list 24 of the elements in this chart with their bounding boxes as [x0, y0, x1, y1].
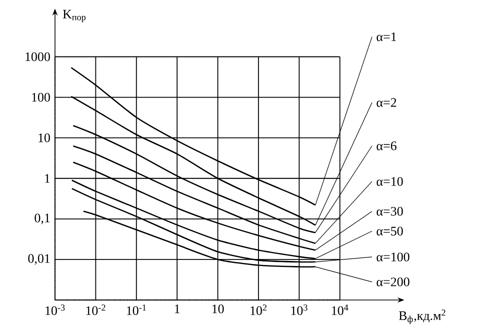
y-tick-label: 0,01	[28, 254, 50, 265]
y-tick-label: 0,1	[34, 214, 50, 224]
x-tick-label: 10	[212, 304, 224, 314]
legend-label: α=200	[376, 278, 410, 286]
text: α=1	[376, 32, 396, 42]
legend-label: α=100	[376, 252, 410, 262]
x-axis-title: B$_{ф}$,кд.м$^{2}$	[398, 310, 446, 324]
text: α=2	[376, 98, 396, 107]
y-tick-label: 10	[38, 133, 50, 142]
y-axis-title: K$_{пор}$	[62, 10, 86, 22]
y-tick-label: 100	[32, 92, 50, 102]
x-tick-label: 1	[174, 304, 180, 314]
x-tick-label: 10$^{-1}$	[127, 304, 146, 316]
text: α=6	[376, 142, 396, 150]
y-tick-label: 1000	[26, 52, 50, 62]
x-tick-label: 10$^{-2}$	[86, 304, 106, 316]
x-tick-label: 10$^{4}$	[332, 304, 348, 316]
y-tick-label: 1	[45, 174, 50, 183]
x-tick-label: 10$^{2}$	[250, 304, 267, 316]
text: α=50	[376, 226, 403, 236]
x-tick-label: 10$^{-3}$	[46, 304, 65, 316]
text: α=10	[376, 177, 403, 186]
x-tick-label: 10$^{3}$	[291, 304, 308, 316]
text: α=30	[376, 206, 403, 216]
